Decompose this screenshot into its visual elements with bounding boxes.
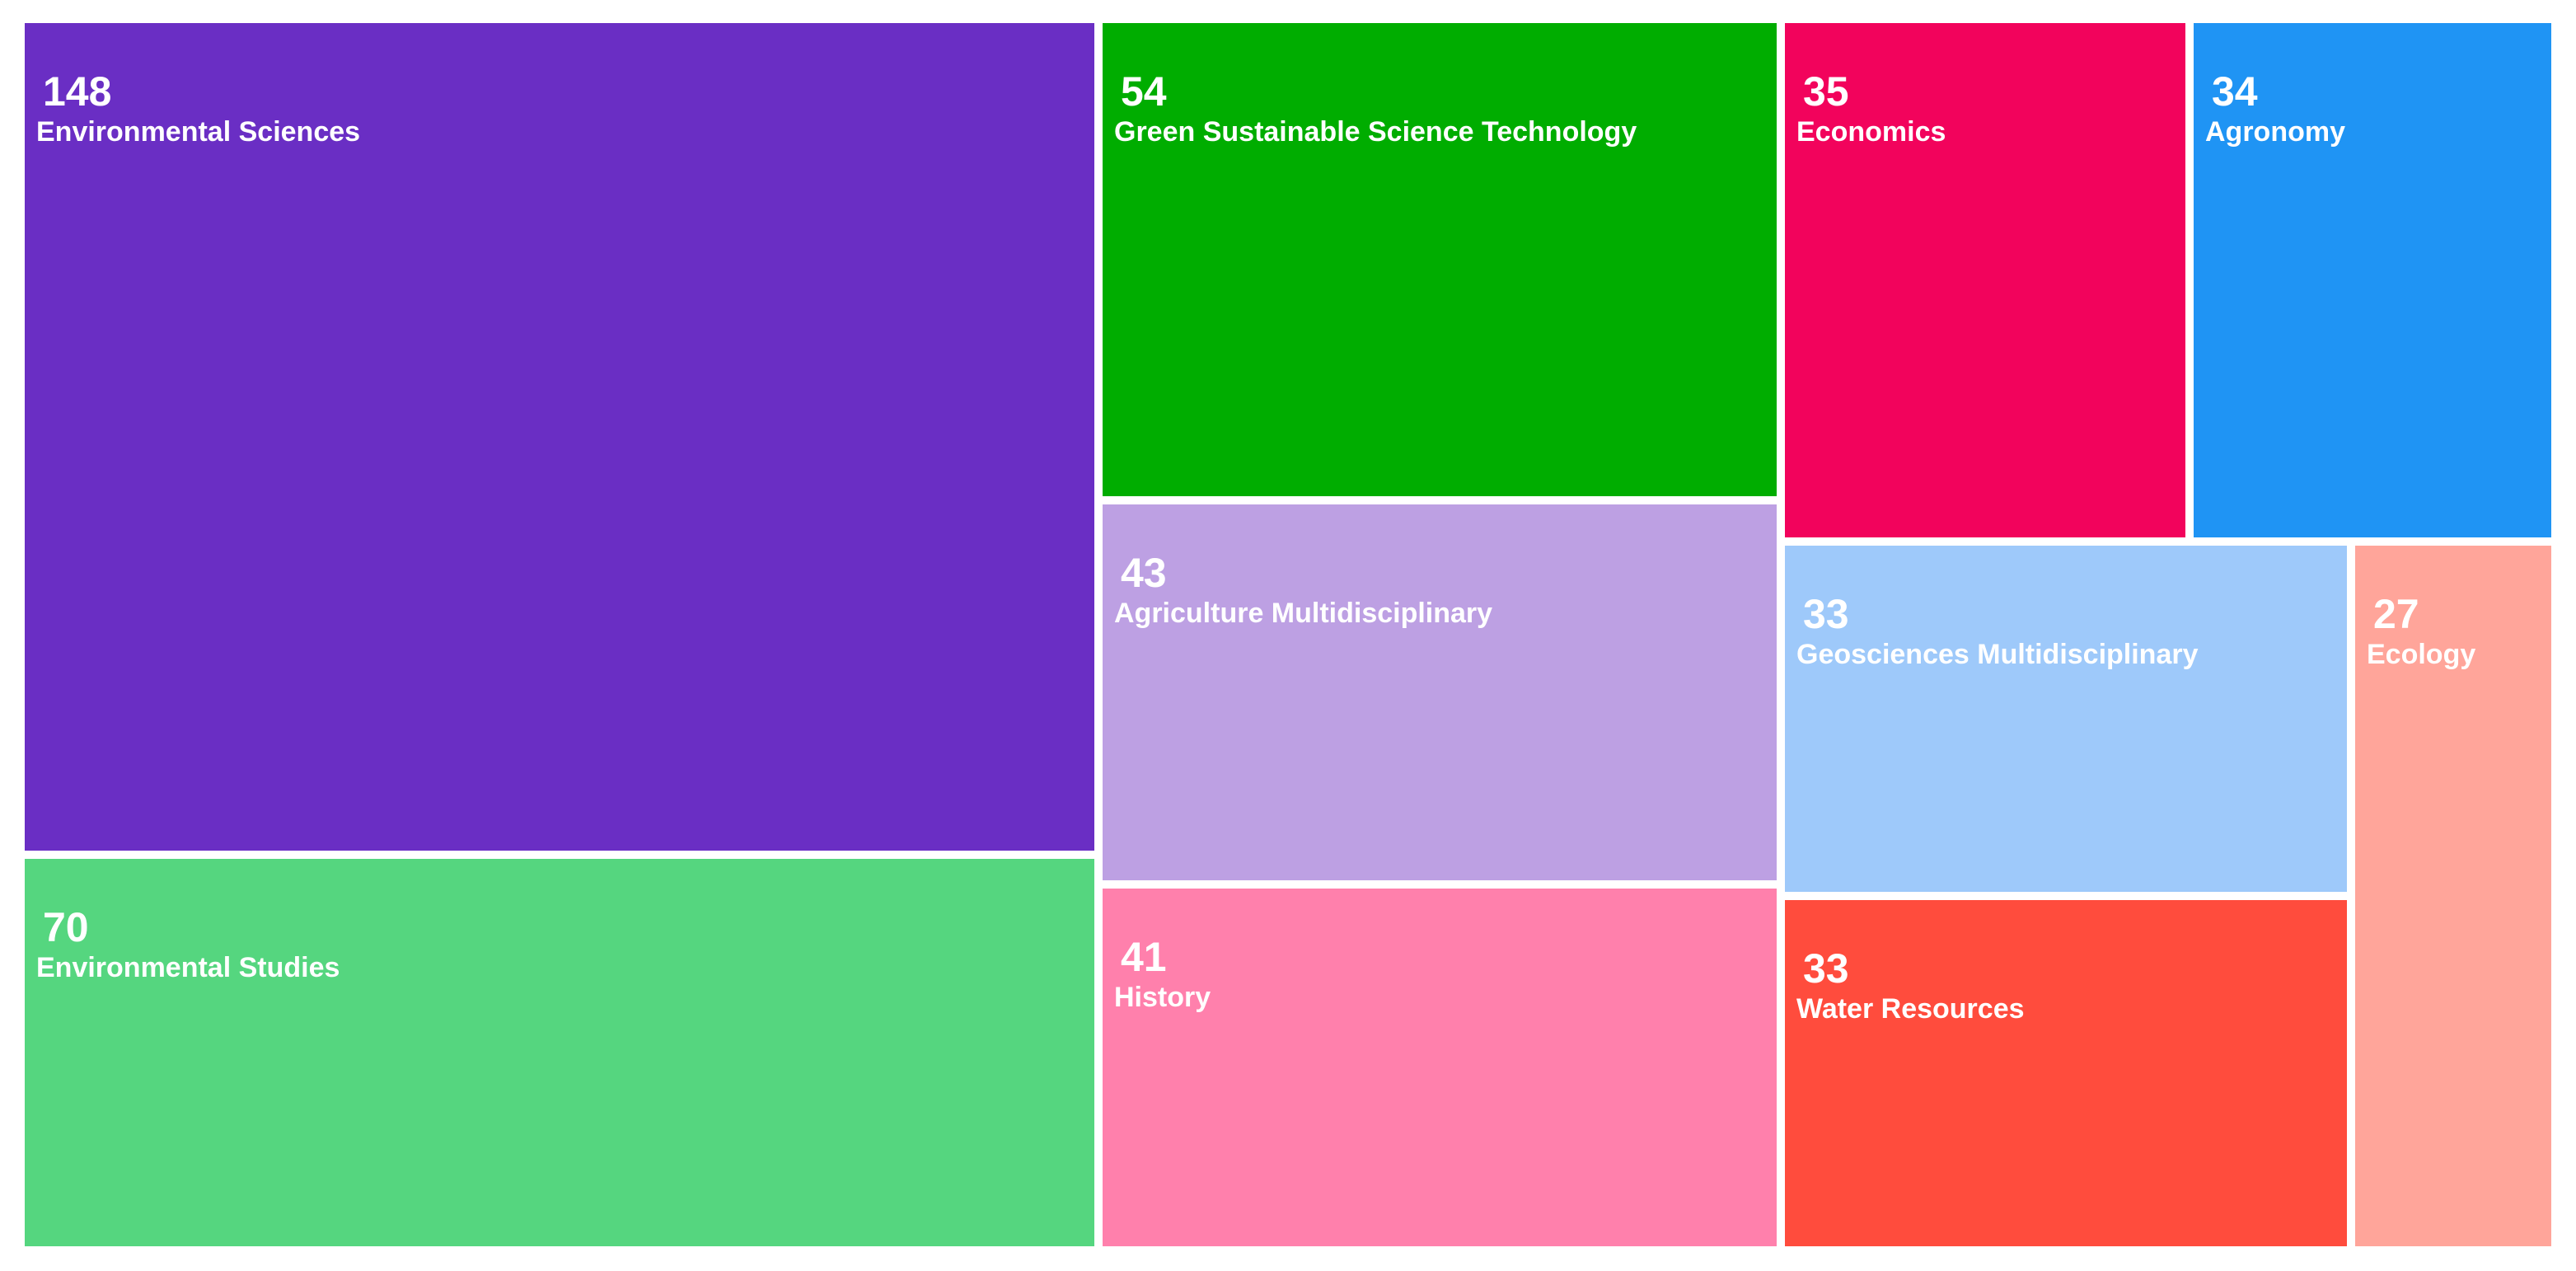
tile-green-sustainable-science-technology[interactable]: 54 Green Sustainable Science Technology (1103, 23, 1777, 496)
tile-geosciences-multidisciplinary[interactable]: 33 Geosciences Multidisciplinary (1785, 546, 2347, 892)
tile-agriculture-multidisciplinary[interactable]: 43 Agriculture Multidisciplinary (1103, 504, 1777, 880)
tile-value: 33 (1803, 945, 1849, 992)
tile-history[interactable]: 41 History (1103, 889, 1777, 1246)
tile-environmental-studies[interactable]: 70 Environmental Studies (25, 859, 1094, 1246)
tile-label: Environmental Studies (36, 952, 340, 983)
tile-value: 27 (2373, 591, 2419, 637)
tile-environmental-sciences[interactable]: 148 Environmental Sciences (25, 23, 1094, 851)
tile-label: History (1114, 982, 1211, 1013)
tile-economics[interactable]: 35 Economics (1785, 23, 2185, 537)
tile-water-resources[interactable]: 33 Water Resources (1785, 900, 2347, 1246)
tile-label: Agronomy (2205, 116, 2345, 148)
tile-label: Water Resources (1796, 993, 2025, 1025)
tile-value: 35 (1803, 68, 1849, 115)
tile-label: Environmental Sciences (36, 116, 361, 148)
tile-value: 41 (1121, 934, 1167, 980)
tile-agronomy[interactable]: 34 Agronomy (2194, 23, 2551, 537)
tile-label: Ecology (2367, 639, 2476, 670)
tile-value: 54 (1121, 68, 1167, 115)
tile-value: 70 (43, 904, 89, 950)
tile-value: 34 (2212, 68, 2258, 115)
tile-ecology[interactable]: 27 Ecology (2355, 546, 2551, 1246)
tile-value: 148 (43, 68, 112, 115)
tile-label: Green Sustainable Science Technology (1114, 116, 1637, 148)
tile-label: Agriculture Multidisciplinary (1114, 598, 1493, 629)
tile-label: Geosciences Multidisciplinary (1796, 639, 2199, 670)
tile-value: 33 (1803, 591, 1849, 637)
tile-value: 43 (1121, 550, 1167, 596)
tile-label: Economics (1796, 116, 1946, 148)
